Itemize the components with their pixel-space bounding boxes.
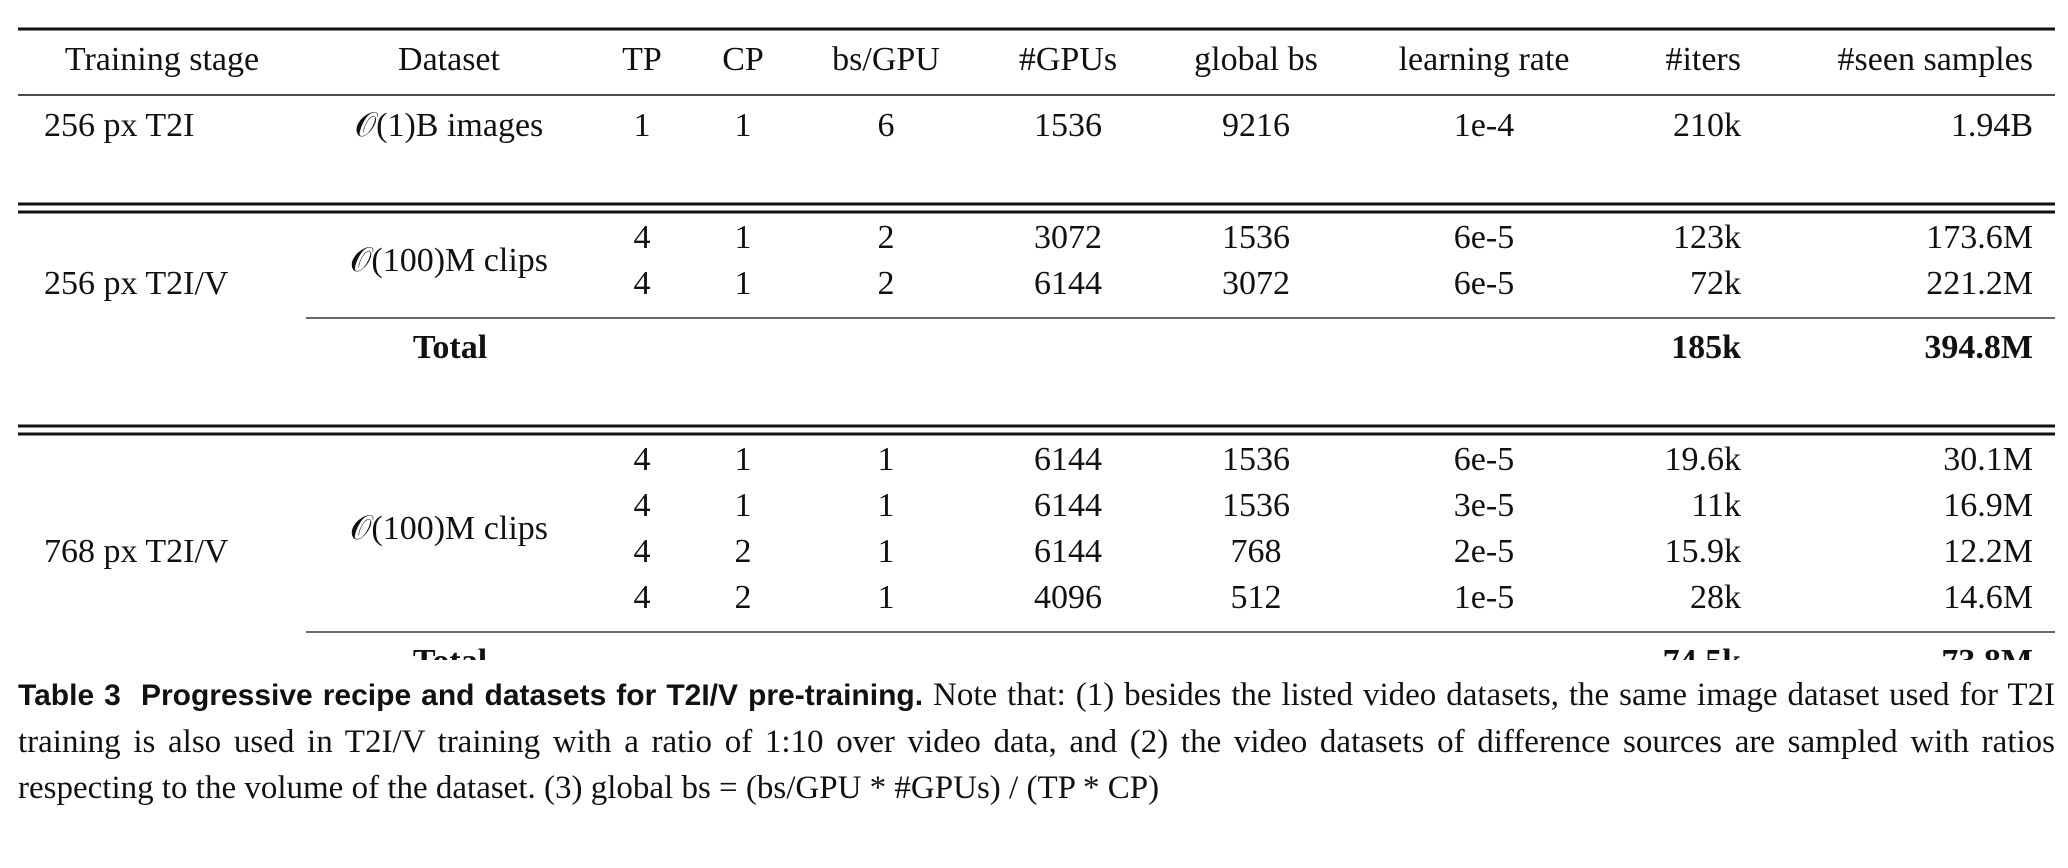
cell: 2	[735, 579, 752, 616]
total-label: Total	[413, 329, 487, 366]
cell: 1536	[1222, 441, 1290, 478]
cell: 11k	[1691, 487, 1741, 524]
cell: 123k	[1673, 219, 1741, 256]
cell: 3e-5	[1454, 487, 1514, 524]
cell: 4	[634, 219, 651, 256]
cell: 19.6k	[1665, 441, 1742, 478]
cell: 4	[634, 487, 651, 524]
dataset-cell: 𝒪(100)M clips	[350, 242, 548, 279]
caption-title: Progressive recipe and datasets for T2I/…	[140, 679, 924, 712]
header-cell: global bs	[1194, 41, 1318, 78]
cell: 2	[878, 265, 895, 302]
cell: 1	[878, 579, 895, 616]
cell: 1e-5	[1454, 579, 1514, 616]
header-cell: CP	[722, 41, 764, 78]
cell: 1	[735, 219, 752, 256]
header-cell: #iters	[1665, 41, 1741, 78]
cell: 1	[634, 107, 651, 144]
caption-head: Table 3 Progressive recipe and datasets …	[18, 679, 923, 712]
cell: 30.1M	[1943, 441, 2033, 478]
header-cell: learning rate	[1399, 41, 1570, 78]
cell: 4	[634, 265, 651, 302]
cell: 6144	[1034, 441, 1102, 478]
caption-label: Table 3	[18, 679, 121, 712]
cell: 3072	[1034, 219, 1102, 256]
cell: 512	[1231, 579, 1282, 616]
cell: 2e-5	[1454, 533, 1514, 570]
cell: 768	[1231, 533, 1282, 570]
cell: 28k	[1690, 579, 1741, 616]
table: Training stage Dataset TP CP bs/GPU #GPUs glob…	[18, 27, 2055, 660]
stage-cell: 256 px T2I	[44, 107, 194, 144]
header-cell: Training stage	[65, 41, 259, 78]
cell: 1	[735, 441, 752, 478]
dataset-cell: 𝒪(100)M clips	[350, 510, 548, 547]
cell: 1	[878, 533, 895, 570]
cell: 3072	[1222, 265, 1290, 302]
cell: 1	[735, 487, 752, 524]
caption-text: Note that: (1) besides the listed video …	[18, 677, 2055, 806]
cell: 2	[878, 219, 895, 256]
caption: Table 3 Progressive recipe and datasets …	[18, 672, 2055, 811]
cell: 6144	[1034, 487, 1102, 524]
cell: 16.9M	[1943, 487, 2033, 524]
header-cell: TP	[622, 41, 662, 78]
total-value: 73.8M	[1941, 643, 2033, 660]
cell: 15.9k	[1665, 533, 1742, 570]
cell: 1e-4	[1454, 107, 1514, 144]
stage-cell: 768 px T2I/V	[44, 533, 229, 570]
header-cell: #GPUs	[1019, 41, 1117, 78]
cell: 4	[634, 579, 651, 616]
cell: 14.6M	[1943, 579, 2033, 616]
cell: 6e-5	[1454, 441, 1514, 478]
cell: 6	[878, 107, 895, 144]
cell: 1	[878, 487, 895, 524]
cell: 1	[735, 107, 752, 144]
dataset-cell: 𝒪(1)B images	[355, 107, 544, 144]
cell: 9216	[1222, 107, 1290, 144]
cell: 6e-5	[1454, 265, 1514, 302]
cell: 1536	[1222, 487, 1290, 524]
total-value: 185k	[1671, 329, 1741, 366]
cell: 1536	[1222, 219, 1290, 256]
header-cell: Dataset	[398, 41, 501, 78]
cell: 4	[634, 533, 651, 570]
cell: 1.94B	[1951, 107, 2033, 144]
cell: 173.6M	[1926, 219, 2033, 256]
cell: 12.2M	[1943, 533, 2033, 570]
total-label: Total	[413, 643, 487, 660]
cell: 2	[735, 533, 752, 570]
cell: 4096	[1034, 579, 1102, 616]
stage-cell: 256 px T2I/V	[44, 265, 229, 302]
cell: 1	[735, 265, 752, 302]
cell: 210k	[1673, 107, 1741, 144]
cell: 221.2M	[1926, 265, 2033, 302]
header-cell: #seen samples	[1838, 41, 2033, 78]
total-value: 394.8M	[1924, 329, 2033, 366]
cell: 1	[878, 441, 895, 478]
cell: 6e-5	[1454, 219, 1514, 256]
cell: 4	[634, 441, 651, 478]
total-value: 74.5k	[1663, 643, 1742, 660]
cell: 6144	[1034, 265, 1102, 302]
cell: 6144	[1034, 533, 1102, 570]
header-cell: bs/GPU	[832, 41, 940, 78]
cell: 72k	[1690, 265, 1741, 302]
cell: 1536	[1034, 107, 1102, 144]
